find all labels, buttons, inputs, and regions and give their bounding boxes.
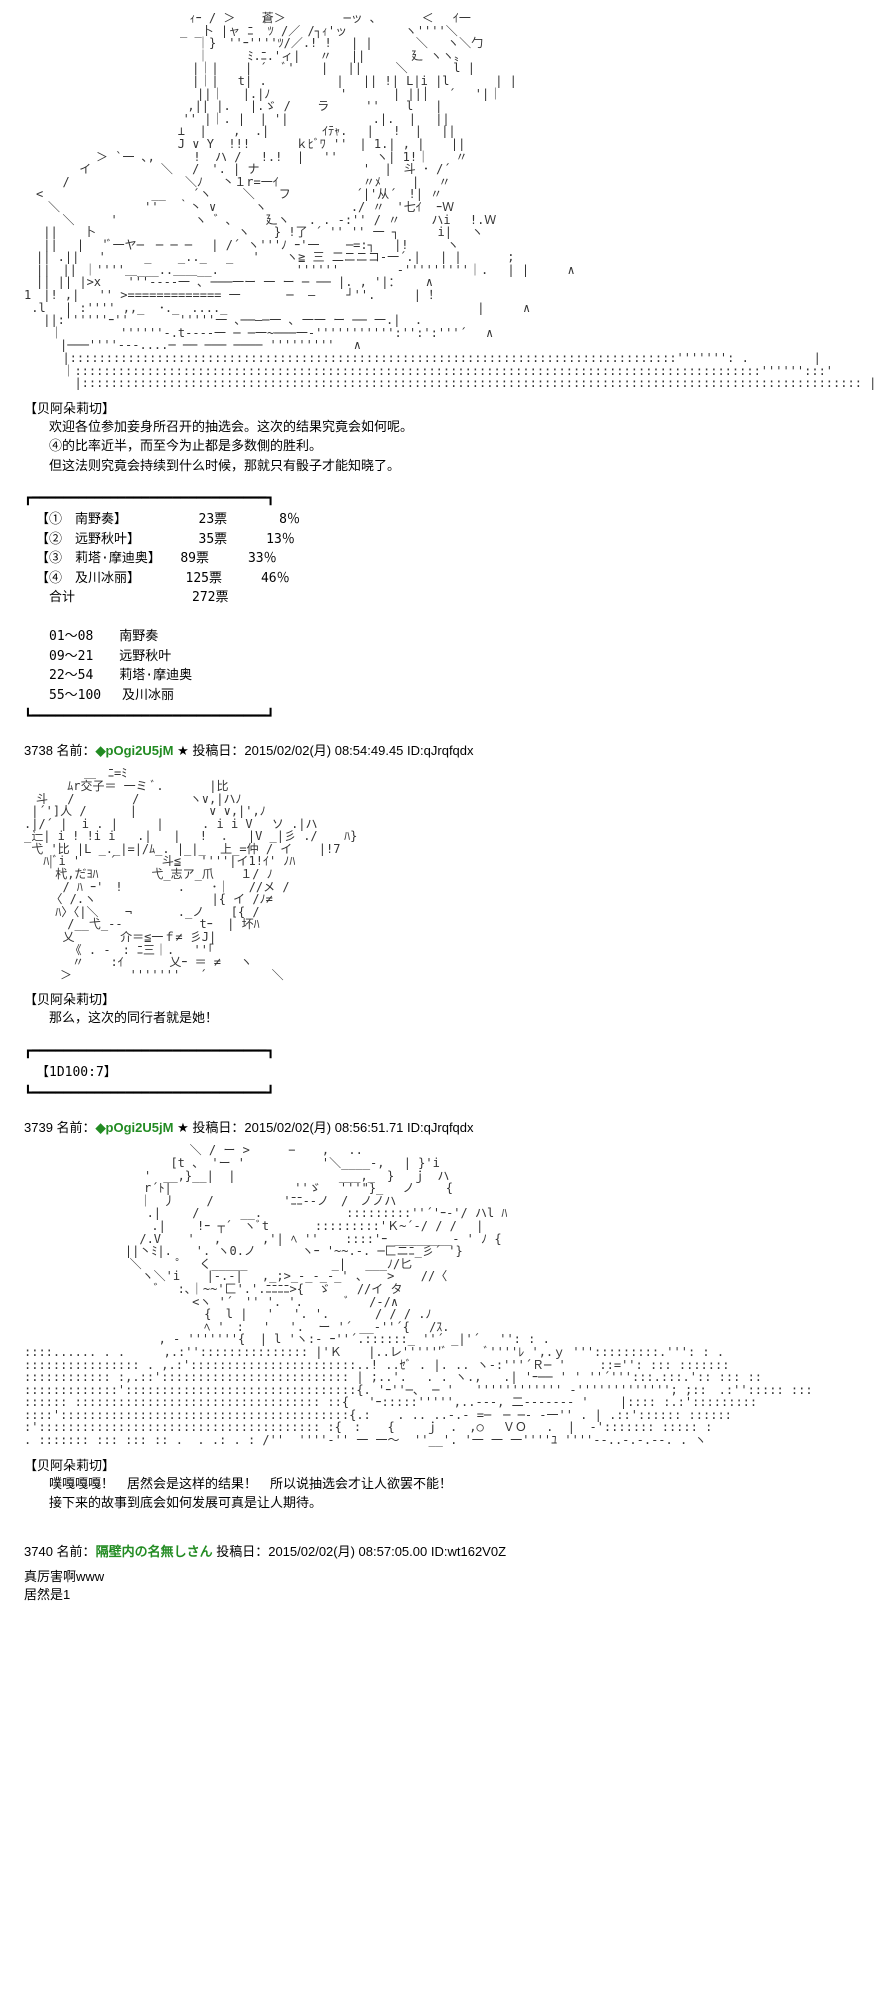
poster-name: ◆pOgi2U5jM — [96, 1120, 174, 1135]
id-label: ID: — [407, 743, 424, 758]
box-bot-1: ┗━━━━━━━━━━━━━━━━━━━━━━━━━━━━━━┛ — [24, 709, 869, 724]
post-id: wt162V0Z — [447, 1544, 506, 1559]
post-num: 3740 — [24, 1544, 53, 1559]
name-label: 名前： — [57, 1544, 96, 1559]
box-bot-2: ┗━━━━━━━━━━━━━━━━━━━━━━━━━━━━━━┛ — [24, 1086, 869, 1101]
date-label: 投稿日： — [216, 1544, 268, 1559]
range-row-1: 01～08 南野奏 — [36, 627, 869, 647]
box-top-1: ┏━━━━━━━━━━━━━━━━━━━━━━━━━━━━━━┓ — [24, 491, 869, 506]
name-label: 名前： — [57, 743, 96, 758]
dialogue-3-line-2: 接下来的故事到底会如何发展可真是让人期待。 — [36, 1493, 869, 1513]
id-label: ID: — [407, 1120, 424, 1135]
range-row-3: 22～54 莉塔·摩迪奥 — [36, 666, 869, 686]
character-name-3: 【贝阿朵莉切】 — [24, 1455, 869, 1474]
dialogue-1-line-1: 欢迎各位参加妾身所召开的抽选会。这次的结果究竟会如何呢。 — [36, 417, 869, 437]
name-label: 名前： — [57, 1120, 96, 1135]
post-header-3738: 3738 名前：◆pOgi2U5jM ★ 投稿日：2015/02/02(月) 0… — [24, 740, 869, 759]
dialogue-1-line-2: ④的比率近半，而至今为止都是多数側的胜利。 — [36, 436, 869, 456]
date-label: 投稿日： — [192, 1120, 244, 1135]
post-header-3739: 3739 名前：◆pOgi2U5jM ★ 投稿日：2015/02/02(月) 0… — [24, 1117, 869, 1136]
vote-row-1: 【① 南野奏】 23票 8％ — [36, 510, 869, 530]
dice-result: 【1D100:7】 — [36, 1063, 869, 1083]
vote-row-total: 合计 272票 — [36, 588, 869, 608]
dialogue-3-line-1: 噗嘎嘎嘎！ 居然会是这样的结果！ 所以说抽选会才让人欲罢不能！ — [36, 1474, 869, 1494]
dialogue-2-line-1: 那么，这次的同行者就是她！ — [36, 1008, 869, 1028]
post-3740-body-1: 真厉害啊www — [24, 1568, 869, 1586]
ascii-art-1: ｨｰ / ＞ 蒼＞ ─ッ ､ ＜ ｲ一 _ _卜 |ャ ﾆ ﾂ /／ /┐ｨ'ッ… — [24, 12, 869, 390]
poster-name: ◆pOgi2U5jM — [96, 743, 174, 758]
dialogue-1-line-3: 但这法则究竟会持续到什么时候，那就只有骰子才能知晓了。 — [36, 456, 869, 476]
box-top-2: ┏━━━━━━━━━━━━━━━━━━━━━━━━━━━━━━┓ — [24, 1044, 869, 1059]
vote-row-2: 【② 远野秋叶】 35票 13％ — [36, 530, 869, 550]
vote-row-4: 【④ 及川冰丽】 125票 46％ — [36, 569, 869, 589]
id-label: ID: — [431, 1544, 448, 1559]
date-label: 投稿日： — [192, 743, 244, 758]
range-row-2: 09～21 远野秋叶 — [36, 647, 869, 667]
ascii-art-3: ＼ / ー > − , .. [t 、 'ー ' '＼____-, | }'i … — [24, 1144, 869, 1446]
post-num: 3738 — [24, 743, 53, 758]
ascii-art-2: ＿ ﾆ=ﾐ ﾑr交子＝ 一ミ ﾞ. |比 斗 / / ヽ∨,|ハﾉ |´']人 … — [24, 767, 869, 981]
character-name-2: 【贝阿朵莉切】 — [24, 989, 869, 1008]
range-row-4: 55～100 及川冰丽 — [36, 686, 869, 706]
post-date: 2015/02/02(月) 08:57:05.00 — [268, 1544, 427, 1559]
poster-name: 隔壁内の名無しさん — [96, 1544, 213, 1559]
star-icon: ★ — [177, 743, 189, 758]
star-icon: ★ — [177, 1120, 189, 1135]
character-name-1: 【贝阿朵莉切】 — [24, 398, 869, 417]
post-num: 3739 — [24, 1120, 53, 1135]
vote-blank — [36, 608, 869, 628]
post-3740-body-2: 居然是1 — [24, 1586, 869, 1604]
post-header-3740: 3740 名前：隔壁内の名無しさん 投稿日：2015/02/02(月) 08:5… — [24, 1541, 869, 1560]
post-date: 2015/02/02(月) 08:56:51.71 — [244, 1120, 403, 1135]
vote-row-3: 【③ 莉塔·摩迪奥】 89票 33％ — [36, 549, 869, 569]
post-id: qJrqfqdx — [424, 1120, 474, 1135]
post-id: qJrqfqdx — [424, 743, 474, 758]
post-date: 2015/02/02(月) 08:54:49.45 — [244, 743, 403, 758]
